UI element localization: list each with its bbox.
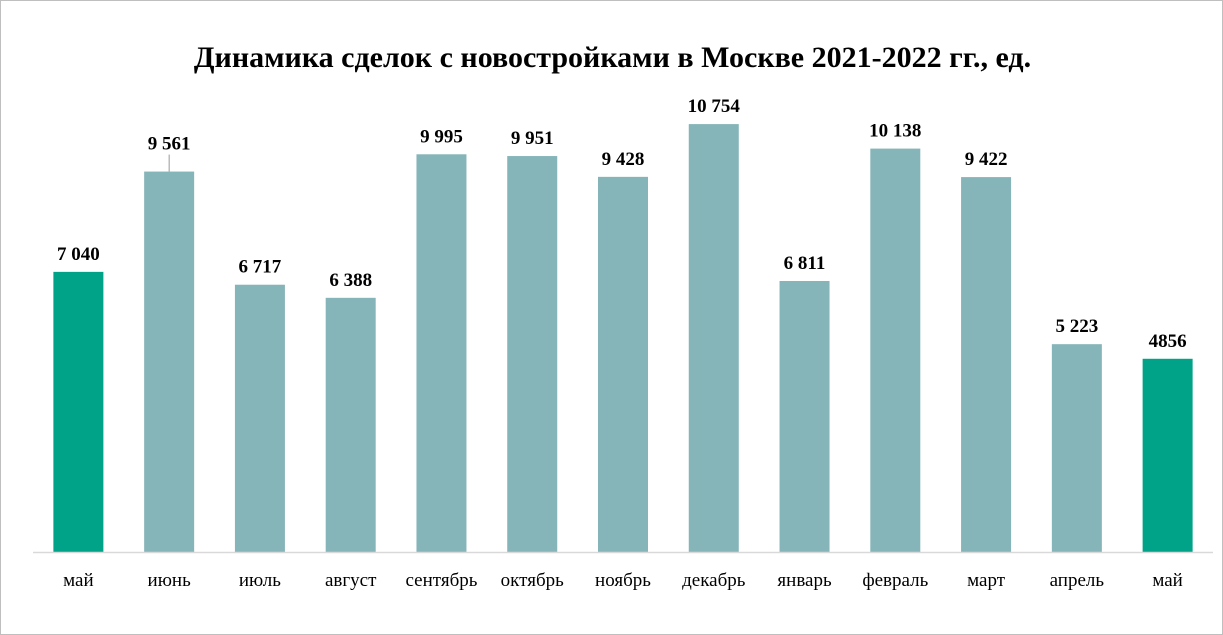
x-tick-label: февраль <box>862 570 928 591</box>
bar <box>234 284 285 552</box>
bar <box>1051 344 1102 552</box>
bar <box>144 171 195 552</box>
x-tick-label: ноябрь <box>595 570 651 591</box>
bar <box>688 124 739 552</box>
bar <box>507 156 558 553</box>
data-label: 9 428 <box>602 149 645 170</box>
x-tick-label: июнь <box>148 570 192 591</box>
bar <box>779 280 830 552</box>
x-tick-label: май <box>1152 570 1183 591</box>
x-tick-label: август <box>325 570 377 591</box>
x-tick-label: октябрь <box>501 570 564 591</box>
chart-title: Динамика сделок с новостройками в Москве… <box>193 41 1032 74</box>
x-tick-label: июль <box>239 570 281 591</box>
x-tick-label: апрель <box>1050 570 1105 591</box>
data-label: 9 951 <box>511 128 554 149</box>
x-tick-label: сентябрь <box>406 570 478 591</box>
data-label: 4856 <box>1149 331 1187 352</box>
x-tick-label: май <box>63 570 94 591</box>
data-label: 5 223 <box>1055 316 1098 337</box>
x-tick-label: декабрь <box>682 570 746 591</box>
data-label: 7 040 <box>57 244 100 265</box>
data-label: 10 138 <box>869 121 921 142</box>
data-label: 9 422 <box>965 149 1008 170</box>
bar <box>1142 358 1193 552</box>
data-label: 6 388 <box>329 270 372 291</box>
data-label: 9 561 <box>148 134 191 155</box>
bar <box>325 297 376 552</box>
data-label: 6 811 <box>784 253 826 274</box>
data-label: 10 754 <box>688 96 741 117</box>
x-tick-label: март <box>967 570 1006 591</box>
bar <box>870 148 921 552</box>
data-label: 6 717 <box>239 257 282 278</box>
bar <box>961 177 1012 552</box>
x-tick-label: январь <box>777 570 832 591</box>
data-label: 9 995 <box>420 126 463 147</box>
bar <box>53 271 104 552</box>
bar <box>416 154 467 553</box>
bar <box>598 176 648 552</box>
